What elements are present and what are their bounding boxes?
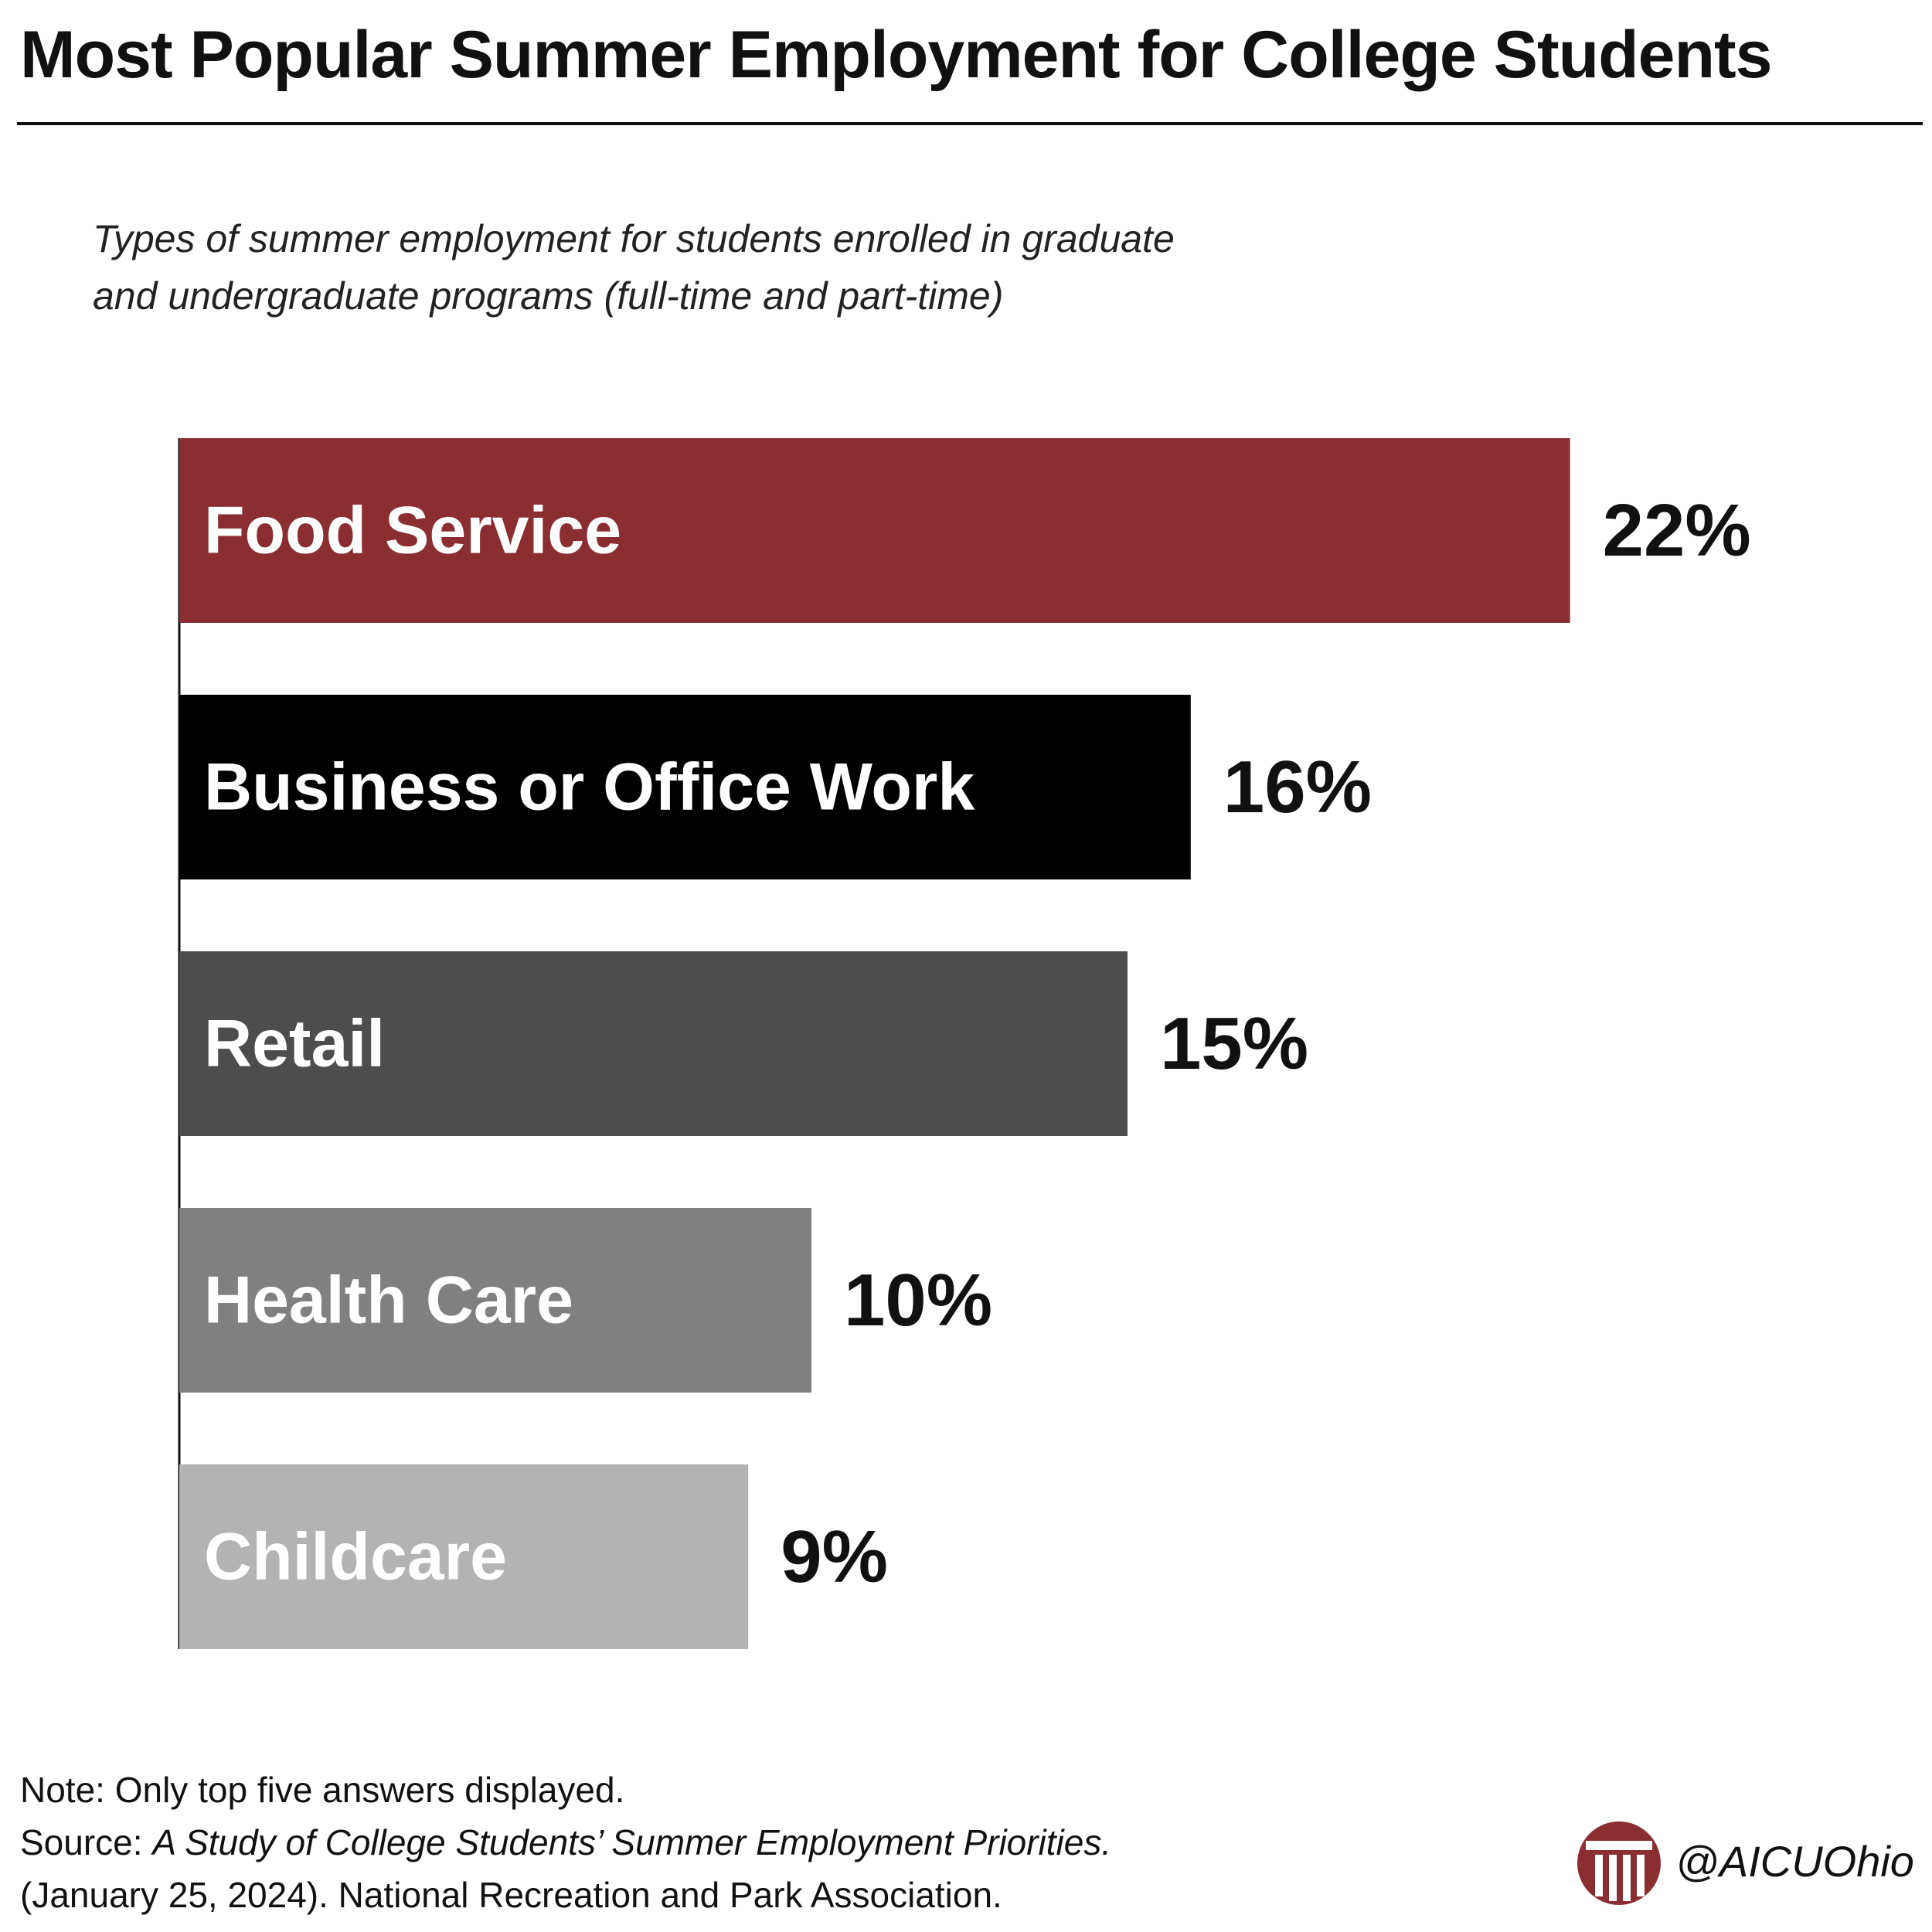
bar-value-label: 15% — [1160, 1002, 1308, 1085]
title-divider — [17, 122, 1923, 125]
bar — [179, 438, 1570, 623]
bar-category-label: Retail — [204, 1007, 385, 1081]
subtitle-line-2: and undergraduate programs (full-time an… — [93, 274, 1004, 318]
source-prefix: Source: — [20, 1822, 153, 1862]
note-text: Note: Only top five answers displayed. — [20, 1770, 625, 1810]
bar — [179, 951, 1128, 1136]
chart-title: Most Popular Summer Employment for Colle… — [20, 18, 1773, 92]
footnote: Note: Only top five answers displayed. S… — [20, 1764, 1111, 1921]
bar — [179, 1208, 811, 1393]
source-details: (January 25, 2024). National Recreation … — [20, 1875, 1002, 1915]
bar-category-label: Business or Office Work — [204, 750, 975, 825]
bar-category-label: Health Care — [204, 1264, 573, 1338]
bar-category-label: Childcare — [204, 1520, 507, 1594]
column-pillar-logo-icon — [1577, 1821, 1661, 1905]
chart-subtitle: Types of summer employment for students … — [93, 210, 1329, 325]
source-line: Source: A Study of College Students’ Sum… — [20, 1816, 1111, 1869]
brand-signature: @AICUOhio — [1577, 1816, 1917, 1909]
bar-chart: Food Service 22% Business or Office Work 16… — [178, 438, 1751, 1649]
social-handle: @AICUOhio — [1675, 1837, 1914, 1886]
bar — [179, 1464, 749, 1649]
source-title: A Study of College Students’ Summer Empl… — [152, 1822, 1112, 1862]
subtitle-line-1: Types of summer employment for students … — [93, 217, 1175, 260]
bar-value-label: 9% — [781, 1515, 888, 1598]
bar-category-label: Food Service — [204, 494, 621, 568]
bar-value-label: 10% — [844, 1259, 992, 1342]
bar-value-label: 22% — [1603, 489, 1751, 572]
bar — [179, 695, 1191, 879]
bar-value-label: 16% — [1223, 746, 1372, 828]
